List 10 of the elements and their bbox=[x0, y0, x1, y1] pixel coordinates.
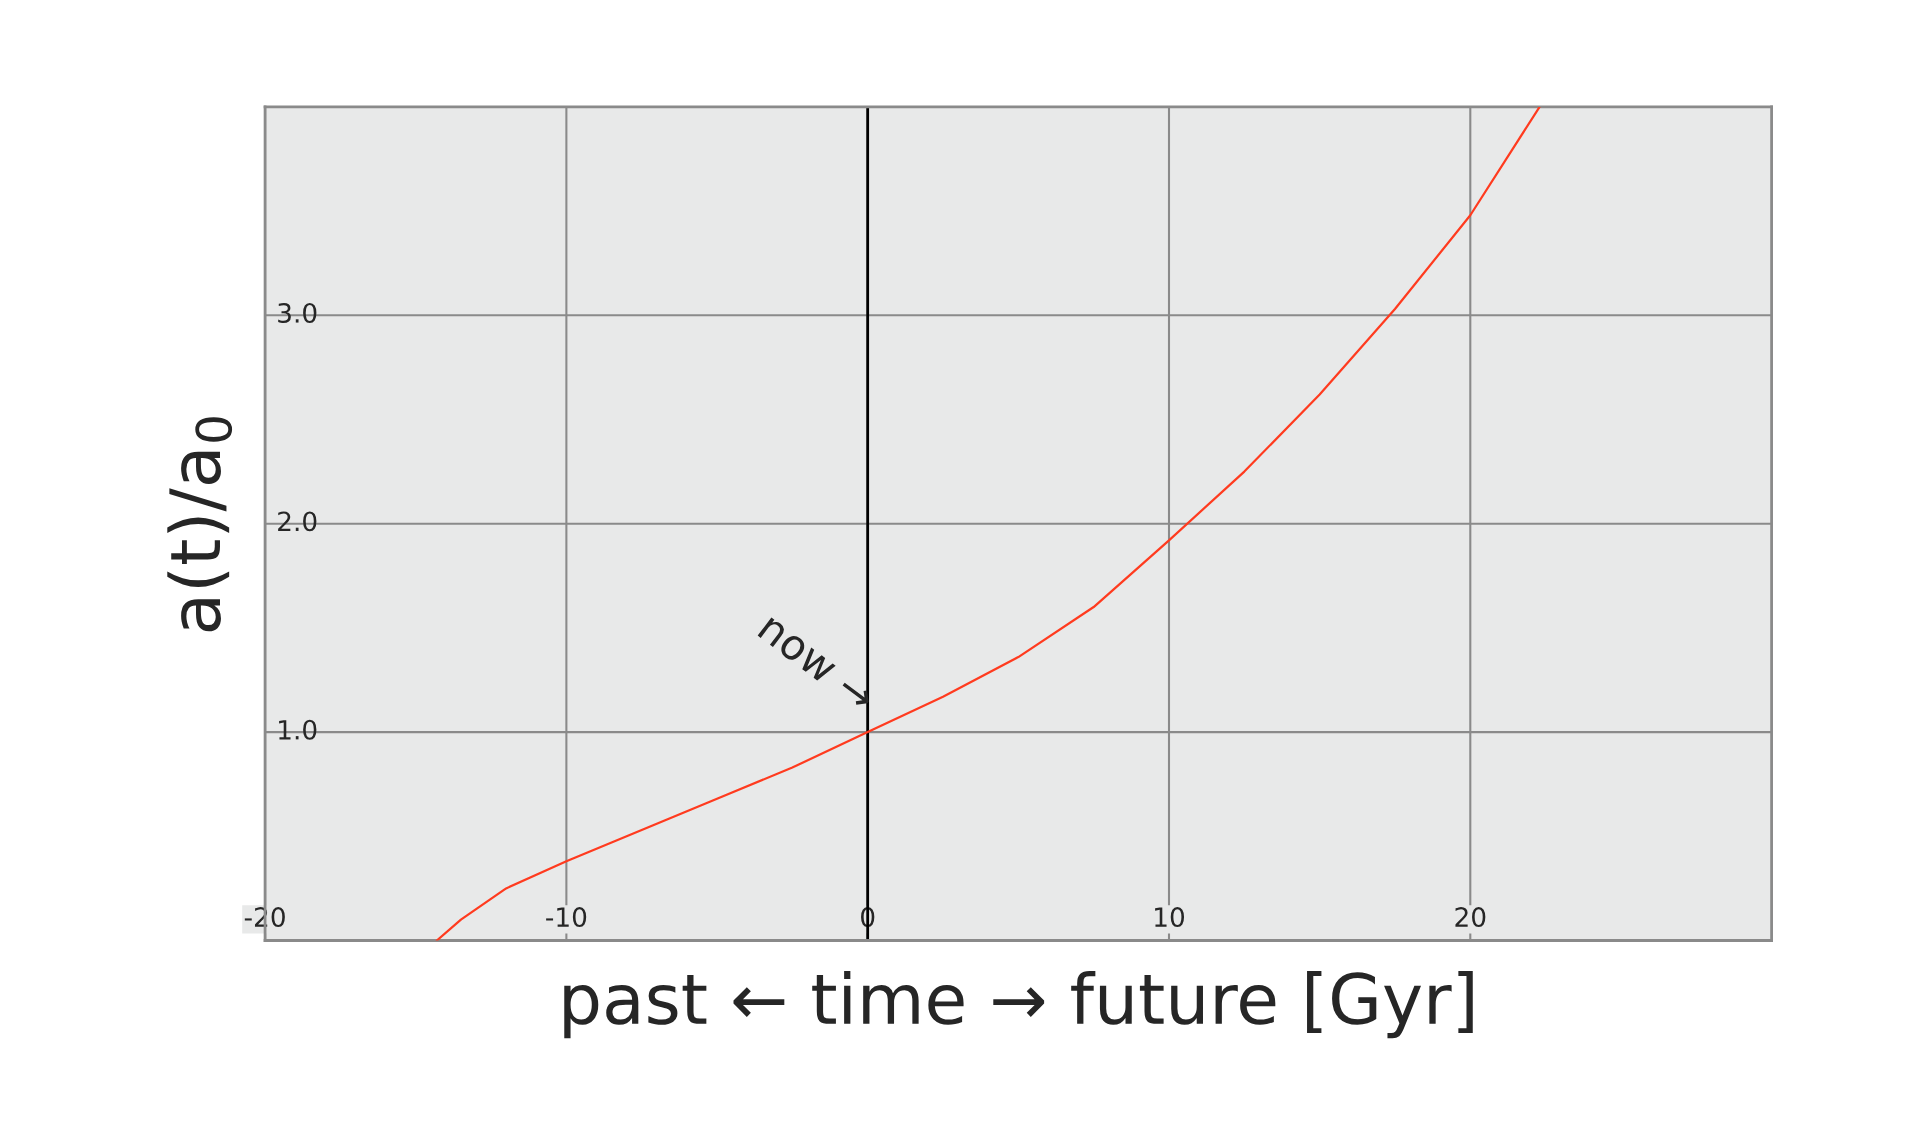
annotation: now → bbox=[757, 616, 875, 714]
line-series bbox=[435, 106, 1541, 941]
y-axis-title: a(t)/a$_{0}$ bbox=[167, 417, 233, 632]
y-tick-label: 3.0 bbox=[278, 302, 317, 323]
x-tick-label: 20 bbox=[1455, 907, 1486, 928]
x-axis-title: past ← time → future [Gyr] bbox=[564, 971, 1473, 1039]
y-tick-label: 1.0 bbox=[279, 719, 317, 740]
x-tick-label: -10 bbox=[546, 907, 587, 928]
x-tick-label: 10 bbox=[1155, 907, 1185, 928]
y-tick-label: 2.0 bbox=[278, 511, 317, 532]
